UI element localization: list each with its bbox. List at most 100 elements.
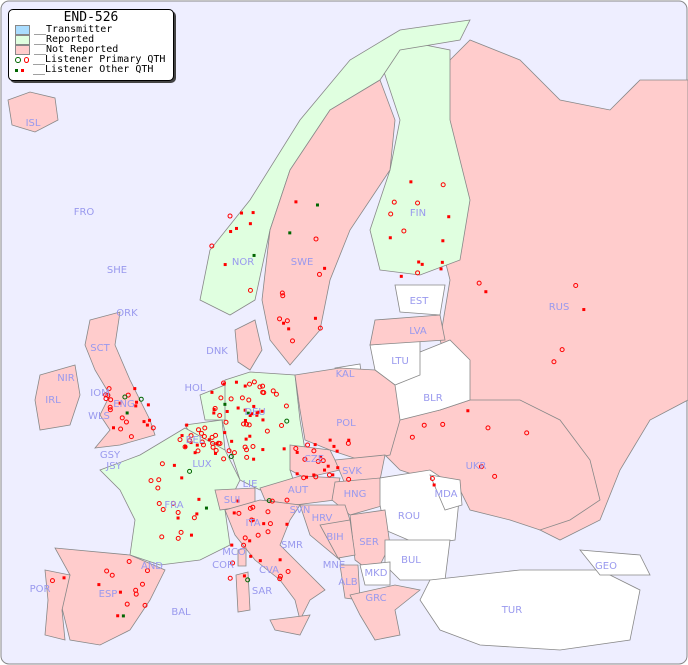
listener-other-qth-marker [223,263,227,267]
listener-primary-qth-marker [244,447,250,453]
listener-primary-qth-marker [279,422,285,428]
country-grc [349,584,421,641]
listener-primary-qth-marker [313,474,319,480]
listener-other-qth-marker [347,438,351,442]
listener-primary-qth-marker [255,532,261,538]
listener-other-qth-marker [285,522,289,526]
country-lva [369,314,446,346]
listener-other-qth-marker [258,559,262,563]
listener-primary-qth-marker [104,568,110,574]
country-label-nir: NIR [57,373,74,384]
listener-primary-qth-marker [524,430,530,436]
listener-other-qth-marker [116,614,120,618]
country-label-jsy: JSY [105,461,122,472]
listener-other-qth-marker [315,203,319,207]
listener-other-qth-marker [312,473,316,477]
country-label-sar: SAR [252,586,272,597]
listener-other-qth-marker [118,401,122,405]
listener-primary-qth-marker [226,448,232,454]
listener-other-qth-marker [193,451,197,455]
listener-primary-qth-marker [156,500,162,506]
listener-primary-qth-marker [126,558,132,564]
country-cor [237,547,247,567]
listener-other-qth-marker [189,533,193,537]
listener-other-qth-marker [185,423,189,427]
listener-primary-qth-marker [187,438,193,444]
country-label-alb: ALB [338,577,357,588]
listener-primary-qth-marker [227,213,233,219]
country-label-mne: MNE [323,560,345,571]
country-label-eng: ENG [113,399,135,410]
listener-other-qth-marker [172,463,176,467]
listener-primary-qth-marker [242,535,248,541]
listener-primary-qth-marker [107,407,113,413]
listener-other-qth-marker [134,404,138,408]
country-label-wls: WLS [88,411,110,422]
listener-other-qth-marker [332,444,336,448]
country-tur [419,569,641,651]
listener-primary-qth-marker [421,422,427,428]
country-mda [429,474,463,511]
listener-other-qth-marker [388,236,392,240]
listener-other-qth-marker [326,464,330,468]
listener-primary-qth-marker [209,243,215,249]
listener-primary-qth-marker [123,419,129,425]
listener-other-qth-marker [230,543,234,547]
listener-other-qth-marker [243,419,247,423]
listener-other-qth-marker [439,267,443,271]
country-label-rus: RUS [549,302,570,313]
legend: END-526 __Transmitter __Reported __Not R… [8,9,174,81]
listener-other-qth-marker [62,576,66,580]
legend-transmitter: __Transmitter [9,25,173,35]
listener-primary-qth-marker [485,425,491,431]
listener-other-qth-marker [243,384,247,388]
listener-primary-qth-marker [247,381,253,387]
listener-other-qth-marker [441,239,445,243]
country-label-lux: LUX [192,459,211,470]
listener-primary-qth-marker [150,425,156,431]
listener-other-qth-marker [207,438,211,442]
legend-label: __Reported [34,34,95,45]
listener-primary-qth-marker [159,461,165,467]
listener-primary-qth-marker [277,573,283,579]
country-label-bih: BIH [326,532,343,543]
country-label-she: SHE [107,265,127,276]
country-label-dnk: DNK [206,346,228,357]
listener-primary-qth-marker [156,477,162,483]
listener-primary-qth-marker [492,473,498,479]
listener-other-qth-marker [282,321,286,325]
listener-other-qth-marker [234,380,238,384]
listener-primary-qth-marker [277,316,283,322]
listener-primary-qth-marker [213,432,219,438]
listener-other-qth-marker [229,230,233,234]
country-nor [199,19,471,316]
country-label-hng: HNG [344,489,367,500]
country-label-pol: POL [336,418,356,429]
listener-other-qth-marker [582,308,586,312]
listener-other-qth-marker [146,403,150,407]
listener-other-qth-marker [420,262,424,266]
listener-primary-qth-marker [283,403,289,409]
listener-other-qth-marker [145,423,149,427]
country-label-irl: IRL [45,395,61,406]
country-geo [579,549,651,576]
listener-primary-qth-marker [199,439,205,445]
listener-other-qth-marker [195,443,199,447]
listener-other-qth-marker [248,539,252,543]
listener-other-qth-marker [432,483,436,487]
country-label-swe: SWE [291,257,314,268]
listener-primary-qth-marker [247,505,253,511]
country-irl [34,364,81,431]
country-label-por: POR [30,584,51,595]
listener-other-qth-marker [466,409,470,413]
country-label-rou: ROU [398,511,420,522]
listener-other-qth-marker [232,511,236,515]
listener-primary-qth-marker [178,529,184,535]
listener-other-qth-marker [323,266,327,270]
listener-primary-qth-marker [388,211,394,217]
listener-other-qth-marker [252,253,256,257]
listener-other-qth-marker [295,472,299,476]
listener-primary-qth-marker [196,427,202,433]
listener-primary-qth-marker [290,338,296,344]
listener-other-qth-marker [212,408,216,412]
